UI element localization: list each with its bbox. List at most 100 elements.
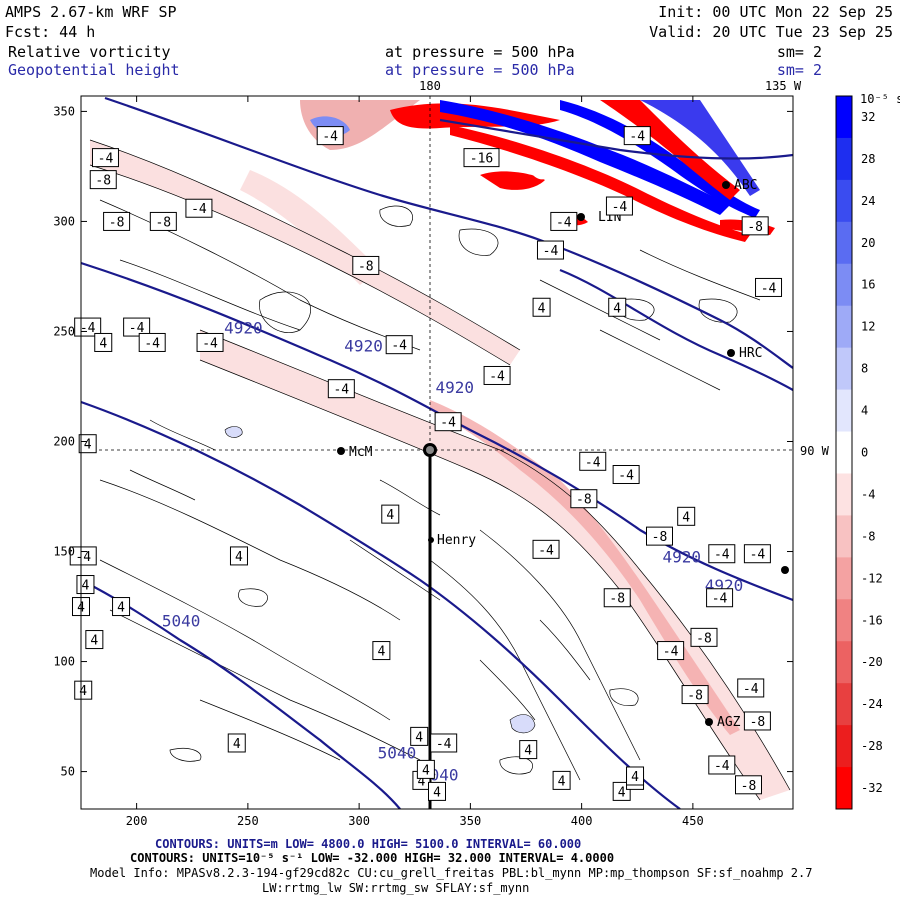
vorticity-label-box bbox=[532, 539, 560, 559]
vorticity-label-box bbox=[690, 627, 718, 647]
vorticity-label-text: -8 bbox=[155, 215, 171, 230]
vorticity-label-box bbox=[536, 240, 564, 260]
colorbar-tick-label: -12 bbox=[861, 571, 883, 585]
colorbar-frame bbox=[835, 95, 853, 810]
vorticity-label-box bbox=[91, 148, 119, 168]
height-contour-5040 bbox=[81, 579, 401, 809]
y-tick-label: 100 bbox=[53, 655, 75, 669]
vorticity-label-text: -8 bbox=[609, 592, 625, 607]
lon-label-180: 180 bbox=[419, 79, 441, 93]
height-contours bbox=[81, 96, 793, 809]
vorticity-label-box bbox=[741, 216, 769, 236]
vorticity-label-text: -4 bbox=[391, 339, 407, 354]
colorbar-tick-label: -28 bbox=[861, 739, 883, 753]
vorticity-label-box bbox=[85, 630, 104, 650]
vorticity-label-text: 4 bbox=[538, 301, 546, 316]
vorticity-label-box bbox=[434, 412, 462, 432]
footer-model-info: Model Info: MPASv8.2.3-194-gf29cd82c CU:… bbox=[90, 866, 812, 880]
vorticity-label-box bbox=[612, 781, 631, 801]
height-contour-label: 4920 bbox=[344, 336, 383, 355]
vorticity-label-text: 4 bbox=[613, 301, 621, 316]
plot-frame bbox=[80, 95, 794, 810]
vorticity-label-box bbox=[196, 332, 224, 352]
height-contour-label: 5040 bbox=[378, 743, 417, 762]
station-marker-hrc bbox=[727, 349, 735, 357]
vorticity-label-text: 4 bbox=[90, 634, 98, 649]
vorticity-label-text: 4 bbox=[524, 744, 532, 759]
vorticity-contour-labels: -4-16-4-8-4-8 -8-8-4-4-4-8-4-44 4-4 -44 -4 -4… bbox=[69, 126, 783, 801]
vorticity-label-text: -4 bbox=[98, 152, 114, 167]
x-tick-label: 450 bbox=[682, 814, 704, 828]
station-marker-abc bbox=[722, 181, 730, 189]
vorticity-label-text: -8 bbox=[358, 259, 374, 274]
station-marker-lin bbox=[577, 213, 585, 221]
station-label-agz: AGZ bbox=[717, 715, 741, 730]
vorticity-label-text: -4 bbox=[202, 336, 218, 351]
vorticity-label-box bbox=[755, 277, 783, 297]
header-smoothing-1: sm= 2 bbox=[777, 43, 822, 61]
vorticity-label-text: -4 bbox=[629, 130, 645, 145]
neg-vorticity-band-main bbox=[200, 330, 790, 800]
vorticity-label-text: -4 bbox=[712, 592, 728, 607]
vorticity-label-box bbox=[603, 588, 631, 608]
colorbar-segment bbox=[836, 221, 852, 265]
vorticity-label-text: 4 bbox=[233, 737, 241, 752]
colorbar-tick-label: 12 bbox=[861, 320, 875, 334]
vorticity-label-box bbox=[681, 685, 709, 705]
vorticity-label-text: -4 bbox=[750, 548, 766, 563]
y-tick-label: 250 bbox=[53, 324, 75, 338]
station-label-mcm: McM bbox=[349, 445, 373, 460]
header-field1-name: Relative vorticity bbox=[8, 43, 171, 61]
height-contour-label: 4920 bbox=[224, 319, 263, 338]
vorticity-label-box bbox=[483, 365, 511, 385]
vorticity-label-text: 4 bbox=[631, 770, 639, 785]
y-tick-label: 300 bbox=[53, 214, 75, 228]
vorticity-label-box bbox=[737, 678, 765, 698]
colorbar-segment bbox=[836, 179, 852, 223]
vorticity-label-text: 4 bbox=[84, 438, 92, 453]
vorticity-label-box bbox=[708, 755, 736, 775]
height-contour-label: 4920 bbox=[662, 548, 701, 567]
colorbar-tick-label: -4 bbox=[861, 487, 875, 501]
height-contour-top bbox=[439, 118, 793, 160]
station-label-henry: Henry bbox=[437, 533, 476, 548]
pos-vorticity-small bbox=[509, 714, 536, 734]
vorticity-label-box bbox=[743, 544, 771, 564]
vorticity-label-box bbox=[657, 641, 685, 661]
vorticity-label-box bbox=[706, 588, 734, 608]
vorticity-label-text: -4 bbox=[322, 130, 338, 145]
vorticity-label-box bbox=[708, 544, 736, 564]
vorticity-label-box bbox=[74, 680, 93, 700]
vorticity-label-box bbox=[605, 196, 633, 216]
x-tick-label: 350 bbox=[460, 814, 482, 828]
y-tick-label: 150 bbox=[53, 545, 75, 559]
vorticity-label-text: 4 bbox=[418, 774, 426, 789]
colorbar-segment bbox=[836, 683, 852, 726]
vorticity-label-box bbox=[579, 451, 607, 471]
header-init-time: Init: 00 UTC Mon 22 Sep 25 bbox=[658, 3, 893, 21]
vorticity-label-box bbox=[327, 379, 355, 399]
colorbar-segment bbox=[836, 515, 852, 558]
vorticity-label-box bbox=[149, 211, 177, 231]
vorticity-label-text: -4 bbox=[538, 543, 554, 558]
header-field2-name: Geopotential height bbox=[8, 61, 180, 79]
colorbar-segment bbox=[836, 347, 852, 391]
colorbar-segment bbox=[836, 389, 852, 433]
vorticity-label-text: -4 bbox=[489, 369, 505, 384]
vorticity-label-text: -4 bbox=[436, 737, 452, 752]
vorticity-label-box bbox=[112, 597, 131, 617]
vorticity-label-box bbox=[570, 489, 598, 509]
vorticity-label-text: -4 bbox=[585, 455, 601, 470]
colorbar-segment bbox=[836, 305, 852, 349]
header-forecast-hour: Fcst: 44 h bbox=[5, 23, 95, 41]
vorticity-label-text: 4 bbox=[99, 336, 107, 351]
vorticity-label-box bbox=[626, 766, 645, 786]
vorticity-label-text: -4 bbox=[714, 759, 730, 774]
footer-vorticity-contour-info: CONTOURS: UNITS=10⁻⁵ s⁻¹ LOW= -32.000 HI… bbox=[130, 851, 614, 865]
vorticity-label-text: -16 bbox=[470, 152, 493, 167]
vorticity-label-text: -4 bbox=[556, 215, 572, 230]
vorticity-label-text: -4 bbox=[333, 383, 349, 398]
vorticity-label-text: 4 bbox=[386, 508, 394, 523]
vorticity-label-box bbox=[78, 434, 97, 454]
vorticity-label-box bbox=[612, 465, 640, 485]
